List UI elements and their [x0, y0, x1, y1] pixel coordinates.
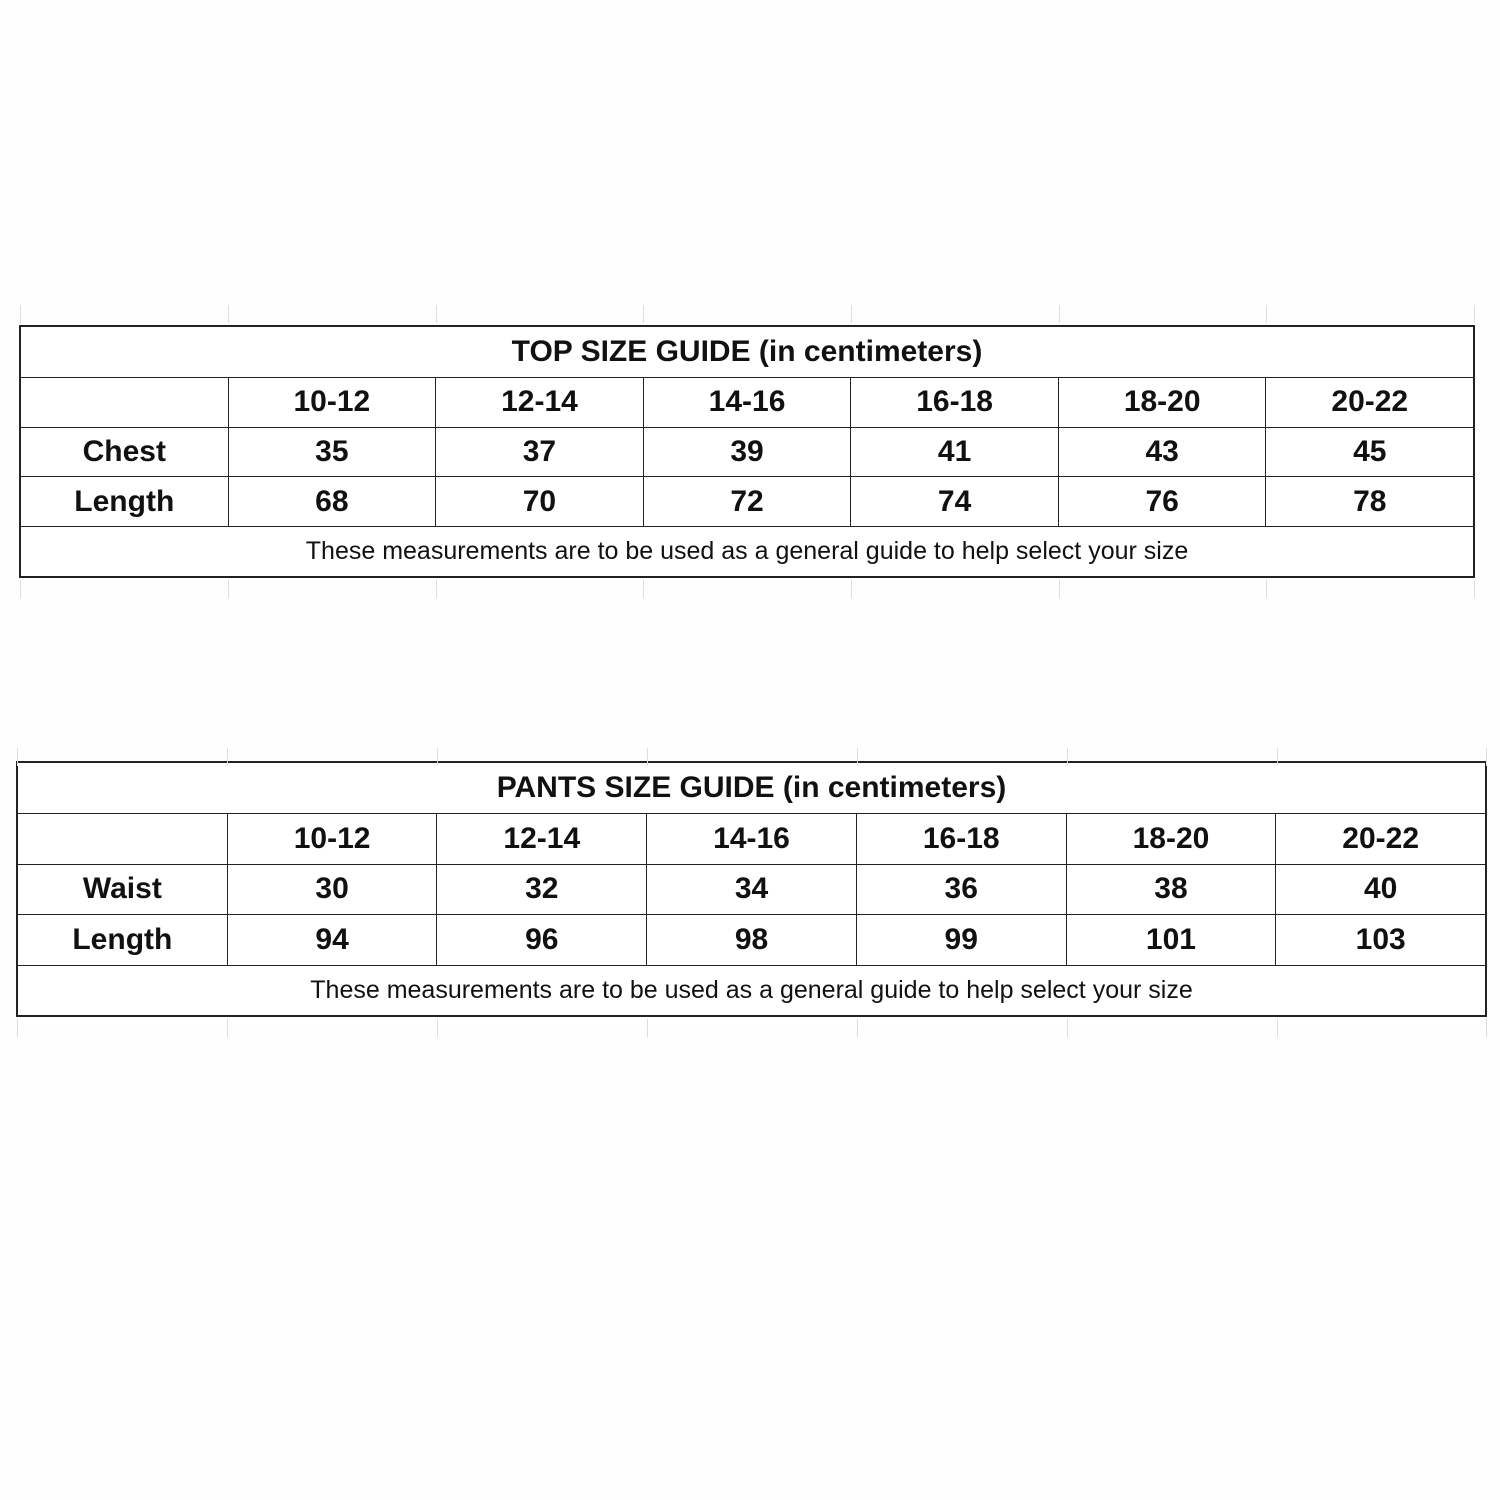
gridline: [228, 580, 229, 598]
size-header-cell: 12-14: [436, 814, 646, 864]
size-header-cell: 10-12: [226, 814, 437, 864]
gridline: [1486, 748, 1487, 766]
value-cell: 74: [850, 477, 1058, 527]
gridline: [436, 305, 437, 323]
gridline: [227, 748, 228, 766]
value-cell: 78: [1265, 477, 1473, 527]
note-text: These measurements are to be used as a g…: [310, 975, 1193, 1004]
gridline: [17, 1019, 18, 1037]
gridline: [857, 1019, 858, 1037]
value-cell: 99: [855, 915, 1066, 965]
gridline: [1486, 1019, 1487, 1037]
value-cell: 101: [1065, 915, 1276, 965]
gridline: [227, 1019, 228, 1037]
value-cell: 43: [1057, 427, 1266, 477]
size-header-cell: 16-18: [850, 377, 1058, 427]
size-header-cell: 18-20: [1065, 814, 1276, 864]
value-cell: 39: [642, 427, 851, 477]
value-cell: 36: [855, 864, 1066, 915]
measurement-row: Chest 35 37 39 41 43 45: [21, 426, 1473, 477]
note-row: These measurements are to be used as a g…: [18, 964, 1485, 1015]
gridline: [436, 580, 437, 598]
gridline: [1059, 580, 1060, 598]
gridline: [17, 748, 18, 766]
gridline: [1067, 1019, 1068, 1037]
size-header-cell: 14-16: [642, 377, 851, 427]
size-header-cell: 18-20: [1057, 377, 1266, 427]
measurement-row: Waist 30 32 34 36 38 40: [18, 863, 1485, 915]
value-cell: 35: [227, 427, 436, 477]
gridline: [437, 1019, 438, 1037]
gridline: [437, 748, 438, 766]
value-cell: 94: [226, 915, 437, 965]
pants-size-guide-table: PANTS SIZE GUIDE (in centimeters) 10-12 12…: [16, 761, 1487, 1017]
value-cell: 96: [436, 915, 646, 965]
note-row: These measurements are to be used as a g…: [21, 526, 1473, 576]
table-title: TOP SIZE GUIDE (in centimeters): [511, 334, 983, 368]
size-header-cell: 12-14: [435, 377, 643, 427]
value-cell: 76: [1057, 477, 1266, 527]
row-label: Waist: [82, 872, 162, 906]
value-cell: 103: [1275, 915, 1485, 965]
gridline: [228, 305, 229, 323]
gridline: [1059, 305, 1060, 323]
gridline: [1277, 1019, 1278, 1037]
table-title: PANTS SIZE GUIDE (in centimeters): [496, 771, 1007, 805]
gridline: [647, 748, 648, 766]
size-header-cell: 14-16: [646, 814, 856, 864]
measurement-row: Length 68 70 72 74 76 78: [21, 476, 1473, 527]
note-text: These measurements are to be used as a g…: [305, 537, 1189, 566]
value-cell: 70: [435, 477, 643, 527]
size-header-cell: 16-18: [855, 814, 1066, 864]
row-label: Chest: [82, 434, 166, 468]
value-cell: 37: [435, 427, 643, 477]
gridline: [1266, 580, 1267, 598]
size-header-cell: 20-22: [1265, 377, 1473, 427]
value-cell: 41: [850, 427, 1058, 477]
value-cell: 32: [436, 864, 646, 915]
top-size-guide-table: TOP SIZE GUIDE (in centimeters) 10-12 12-1…: [19, 325, 1475, 578]
empty-corner-cell: [21, 378, 228, 427]
gridline: [1474, 305, 1475, 323]
value-cell: 68: [227, 477, 436, 527]
size-header-cell: 10-12: [227, 377, 436, 427]
value-cell: 30: [226, 864, 437, 915]
gridline: [643, 580, 644, 598]
gridline: [1474, 580, 1475, 598]
size-header-row: 10-12 12-14 14-16 16-18 18-20 20-22: [18, 813, 1485, 864]
gridline: [20, 580, 21, 598]
title-row: TOP SIZE GUIDE (in centimeters): [21, 327, 1473, 377]
value-cell: 34: [646, 864, 856, 915]
gridline: [1277, 748, 1278, 766]
gridline: [1067, 748, 1068, 766]
row-label: Length: [74, 484, 175, 518]
empty-corner-cell: [18, 814, 227, 863]
gridline: [643, 305, 644, 323]
gridline: [851, 580, 852, 598]
value-cell: 38: [1065, 864, 1276, 915]
gridline: [647, 1019, 648, 1037]
gridline: [20, 305, 21, 323]
size-header-row: 10-12 12-14 14-16 16-18 18-20 20-22: [21, 376, 1473, 427]
value-cell: 72: [642, 477, 851, 527]
gridline: [1266, 305, 1267, 323]
row-label: Length: [72, 922, 173, 956]
gridline: [851, 305, 852, 323]
value-cell: 98: [646, 915, 856, 965]
value-cell: 40: [1275, 864, 1485, 915]
measurement-row: Length 94 96 98 99 101 103: [18, 914, 1485, 965]
title-row: PANTS SIZE GUIDE (in centimeters): [18, 763, 1485, 813]
size-header-cell: 20-22: [1275, 814, 1485, 864]
gridline: [857, 748, 858, 766]
value-cell: 45: [1265, 427, 1473, 477]
